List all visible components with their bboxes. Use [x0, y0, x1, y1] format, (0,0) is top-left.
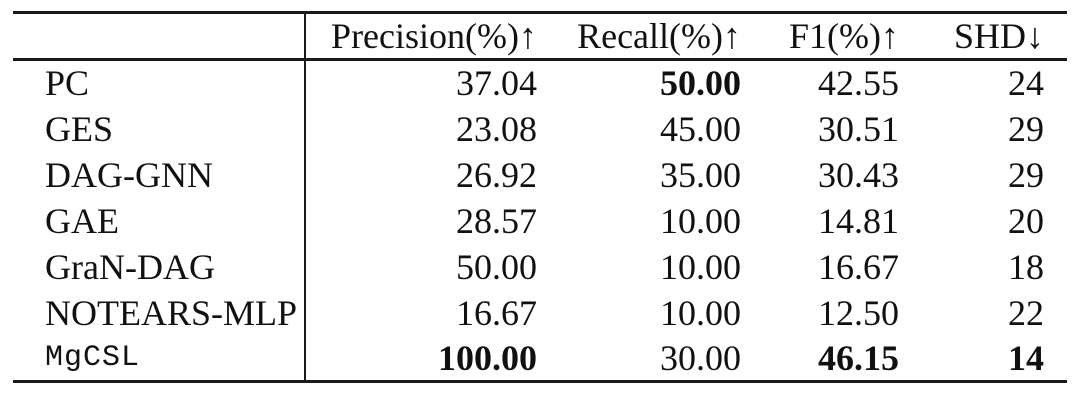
precision-cell: 26.92: [456, 154, 537, 195]
recall-cell: 10.00: [660, 292, 741, 333]
header-shd-cell: SHD↓: [916, 12, 1067, 61]
f1-cell: 16.67: [818, 246, 899, 287]
f1-cell: 30.43: [818, 154, 899, 195]
method-cell: GES: [13, 105, 306, 152]
shd-cell: 18: [1008, 246, 1044, 287]
shd-cell: 29: [1008, 108, 1044, 149]
shd-cell: 20: [1008, 200, 1044, 241]
table-row: PC 37.04 50.00 42.55 24: [13, 59, 1067, 106]
f1-cell: 30.51: [818, 108, 899, 149]
precision-cell: 37.04: [456, 63, 537, 104]
table-row: GES 23.08 45.00 30.51 29: [13, 105, 1067, 152]
recall-cell: 45.00: [660, 108, 741, 149]
precision-cell: 100.00: [438, 337, 537, 378]
header-row: Precision(%)↑ Recall(%)↑ F1(%)↑ SHD↓: [13, 12, 1067, 61]
method-cell: DAG-GNN: [13, 151, 306, 198]
header-recall-cell: Recall(%)↑: [553, 12, 758, 61]
method-cell: MgCSL: [13, 335, 306, 382]
shd-cell: 14: [1008, 337, 1044, 378]
precision-cell: 23.08: [456, 108, 537, 149]
recall-cell: 50.00: [660, 63, 741, 104]
shd-cell: 22: [1008, 292, 1044, 333]
header-f1-cell: F1(%)↑: [758, 12, 916, 61]
recall-cell: 35.00: [660, 154, 741, 195]
recall-cell: 10.00: [660, 200, 741, 241]
shd-cell: 29: [1008, 154, 1044, 195]
method-cell: PC: [13, 59, 306, 106]
precision-cell: 50.00: [456, 246, 537, 287]
method-cell: GAE: [13, 197, 306, 244]
header-precision-cell: Precision(%)↑: [305, 12, 553, 61]
table-row: MgCSL 100.00 30.00 46.15 14: [13, 335, 1067, 382]
precision-cell: 28.57: [456, 200, 537, 241]
f1-cell: 46.15: [818, 337, 899, 378]
table-row: NOTEARS-MLP 16.67 10.00 12.50 22: [13, 289, 1067, 336]
shd-cell: 24: [1008, 63, 1044, 104]
precision-cell: 16.67: [456, 292, 537, 333]
method-cell: NOTEARS-MLP: [13, 289, 306, 336]
method-cell: GraN-DAG: [13, 243, 306, 290]
results-table: Precision(%)↑ Recall(%)↑ F1(%)↑ SHD↓ PC …: [13, 11, 1067, 383]
f1-cell: 42.55: [818, 63, 899, 104]
table-row: GraN-DAG 50.00 10.00 16.67 18: [13, 243, 1067, 290]
table-row: DAG-GNN 26.92 35.00 30.43 29: [13, 151, 1067, 198]
f1-cell: 12.50: [818, 292, 899, 333]
recall-cell: 30.00: [660, 337, 741, 378]
table-row: GAE 28.57 10.00 14.81 20: [13, 197, 1067, 244]
recall-cell: 10.00: [660, 246, 741, 287]
header-method-cell: [13, 12, 306, 61]
f1-cell: 14.81: [818, 200, 899, 241]
